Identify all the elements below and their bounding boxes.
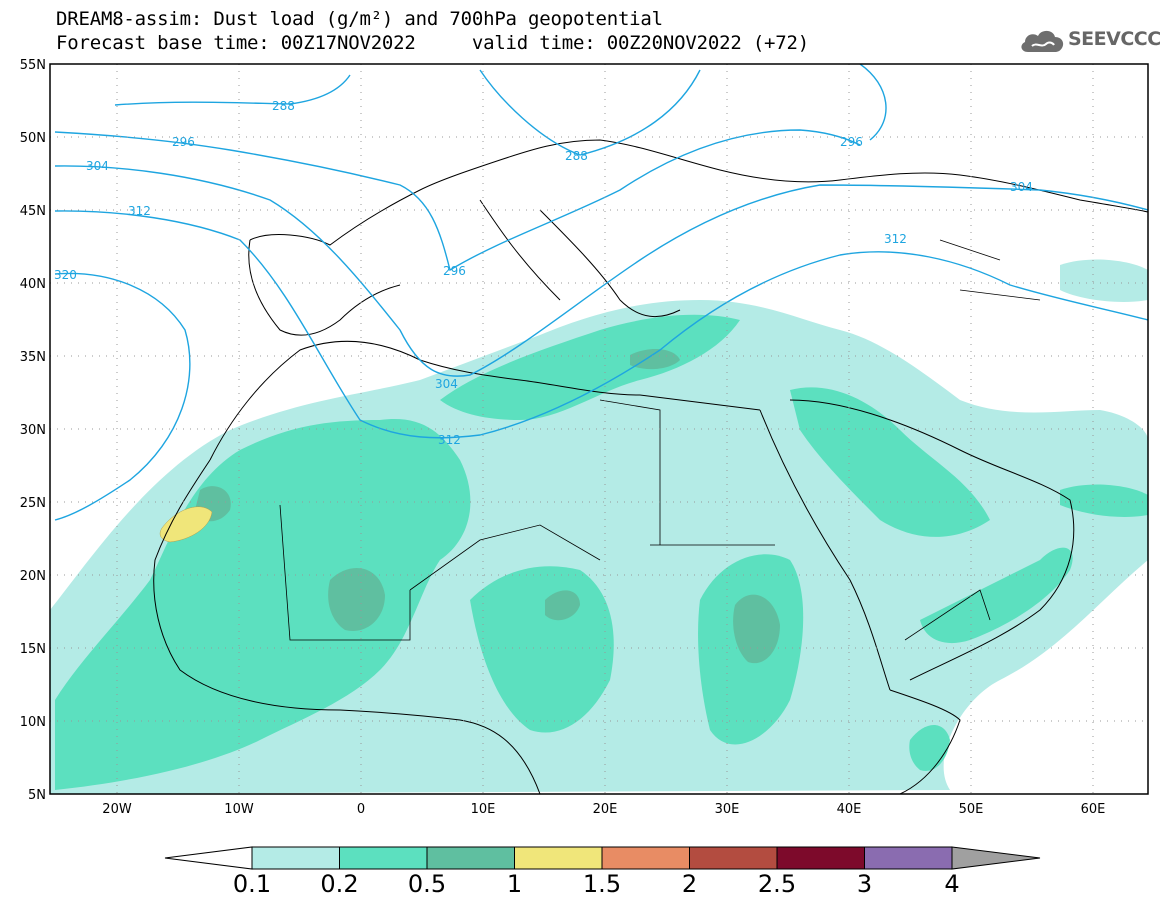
lat-label: 45N	[20, 204, 46, 219]
colorbar-right-arrow	[951, 846, 1041, 870]
contour-label: 288	[272, 99, 295, 113]
coastline-horn	[889, 689, 961, 794]
contour-label: 304	[1010, 180, 1033, 194]
lon-label: 30E	[715, 802, 740, 817]
colorbar-left-arrow	[164, 846, 253, 870]
contour-296	[54, 129, 861, 272]
lon-label: 10E	[471, 802, 496, 817]
lat-label: 30N	[20, 423, 46, 438]
lon-label: 10W	[224, 802, 254, 817]
logo-text: SEEVCCC	[1068, 28, 1161, 50]
contour-label: 296	[840, 135, 863, 149]
geopotential-contours	[54, 64, 1148, 521]
colorbar-tick-label: 0.5	[407, 870, 447, 898]
coastline-europe	[249, 139, 1148, 246]
lat-label: 35N	[20, 350, 46, 365]
lat-label: 15N	[20, 642, 46, 657]
border-lines	[279, 239, 1041, 641]
chart-title: DREAM8-assim: Dust load (g/m²) and 700hP…	[56, 8, 663, 30]
contour-label: 304	[435, 377, 458, 391]
grid-lines	[50, 64, 1148, 794]
colorbar-segment	[864, 846, 953, 870]
lat-label: 40N	[20, 277, 46, 292]
contour-label: 288	[565, 149, 588, 163]
coastline-north-africa	[209, 340, 761, 461]
dust-fields	[50, 259, 1148, 794]
map-frame	[49, 63, 1149, 795]
lat-label: 20N	[20, 569, 46, 584]
colorbar-tick-label: 4	[944, 870, 960, 898]
dust-region-medium-gulf	[1060, 484, 1148, 517]
dust-region-medium-arabia	[790, 387, 990, 537]
colorbar-tick-label: 1	[506, 870, 523, 898]
contour-label: 312	[128, 204, 151, 218]
contour-312	[54, 210, 1148, 439]
colorbar	[164, 846, 1041, 870]
lat-label: 50N	[20, 131, 46, 146]
dust-region-medium-central	[440, 314, 740, 420]
dust-region-heavy-chad	[545, 590, 580, 621]
lat-label: 25N	[20, 496, 46, 511]
colorbar-segment	[514, 846, 603, 870]
coastline-arabia	[789, 399, 1075, 681]
contour-label: 304	[86, 159, 109, 173]
dust-region-heavy-crete	[630, 348, 680, 370]
lon-label: 50E	[959, 802, 984, 817]
dust-region-medium-oman	[920, 547, 1073, 644]
dust-region-medium-west	[55, 419, 471, 790]
colorbar-segment	[426, 846, 515, 870]
colorbar-segment	[251, 846, 340, 870]
lon-label: 40E	[837, 802, 862, 817]
coastline-italy-balkans	[479, 199, 681, 318]
lon-label: 60E	[1081, 802, 1106, 817]
contour-label: 320	[54, 268, 77, 282]
colorbar-tick-label: 1.5	[582, 870, 622, 898]
contour-label: 312	[438, 433, 461, 447]
forecast-time-line: Forecast base time: 00Z17NOV2022 valid t…	[56, 32, 810, 54]
longitude-labels: 20W 10W 0 10E 20E 30E 40E 50E 60E	[102, 802, 1105, 817]
coastline-west-africa	[153, 459, 541, 794]
contour-320	[54, 272, 191, 521]
colorbar-segment	[689, 846, 778, 870]
contour-label: 312	[884, 232, 907, 246]
lon-label: 0	[357, 802, 365, 817]
colorbar-tick-label: 0.2	[320, 870, 359, 898]
lat-label: 10N	[20, 715, 46, 730]
colorbar-segment	[776, 846, 865, 870]
dust-region-heavy-mali	[328, 568, 385, 631]
dust-region-max	[159, 506, 213, 543]
colorbar-tick-label: 3	[856, 870, 873, 898]
lat-label: 55N	[20, 58, 46, 73]
lat-label: 5N	[28, 788, 46, 803]
contour-304	[54, 165, 1148, 377]
contour-label: 296	[443, 264, 466, 278]
coastlines	[153, 139, 1148, 794]
colorbar-segment	[601, 846, 690, 870]
contour-288	[114, 64, 887, 156]
dust-region-light-2	[1060, 259, 1148, 302]
lon-label: 20E	[593, 802, 618, 817]
colorbar-tick-label: 0.1	[232, 870, 272, 898]
cloud-icon	[1021, 30, 1064, 52]
coastline-iberia	[248, 239, 401, 336]
colorbar-segment	[339, 846, 428, 870]
contour-labels: 288 288 296 296 304 304 304 312 312 312 …	[54, 99, 1033, 447]
colorbar-tick-label: 2	[681, 870, 698, 898]
latitude-labels: 55N 50N 45N 40N 35N 30N 25N 20N 15N 10N …	[20, 58, 46, 803]
contour-label: 296	[172, 135, 195, 149]
coastline-red-sea	[759, 409, 891, 691]
lon-label: 20W	[102, 802, 132, 817]
dust-region-heavy-sudan	[733, 594, 780, 664]
colorbar-tick-label: 2.5	[757, 870, 797, 898]
seevccc-logo: SEEVCCC	[1018, 26, 1161, 58]
